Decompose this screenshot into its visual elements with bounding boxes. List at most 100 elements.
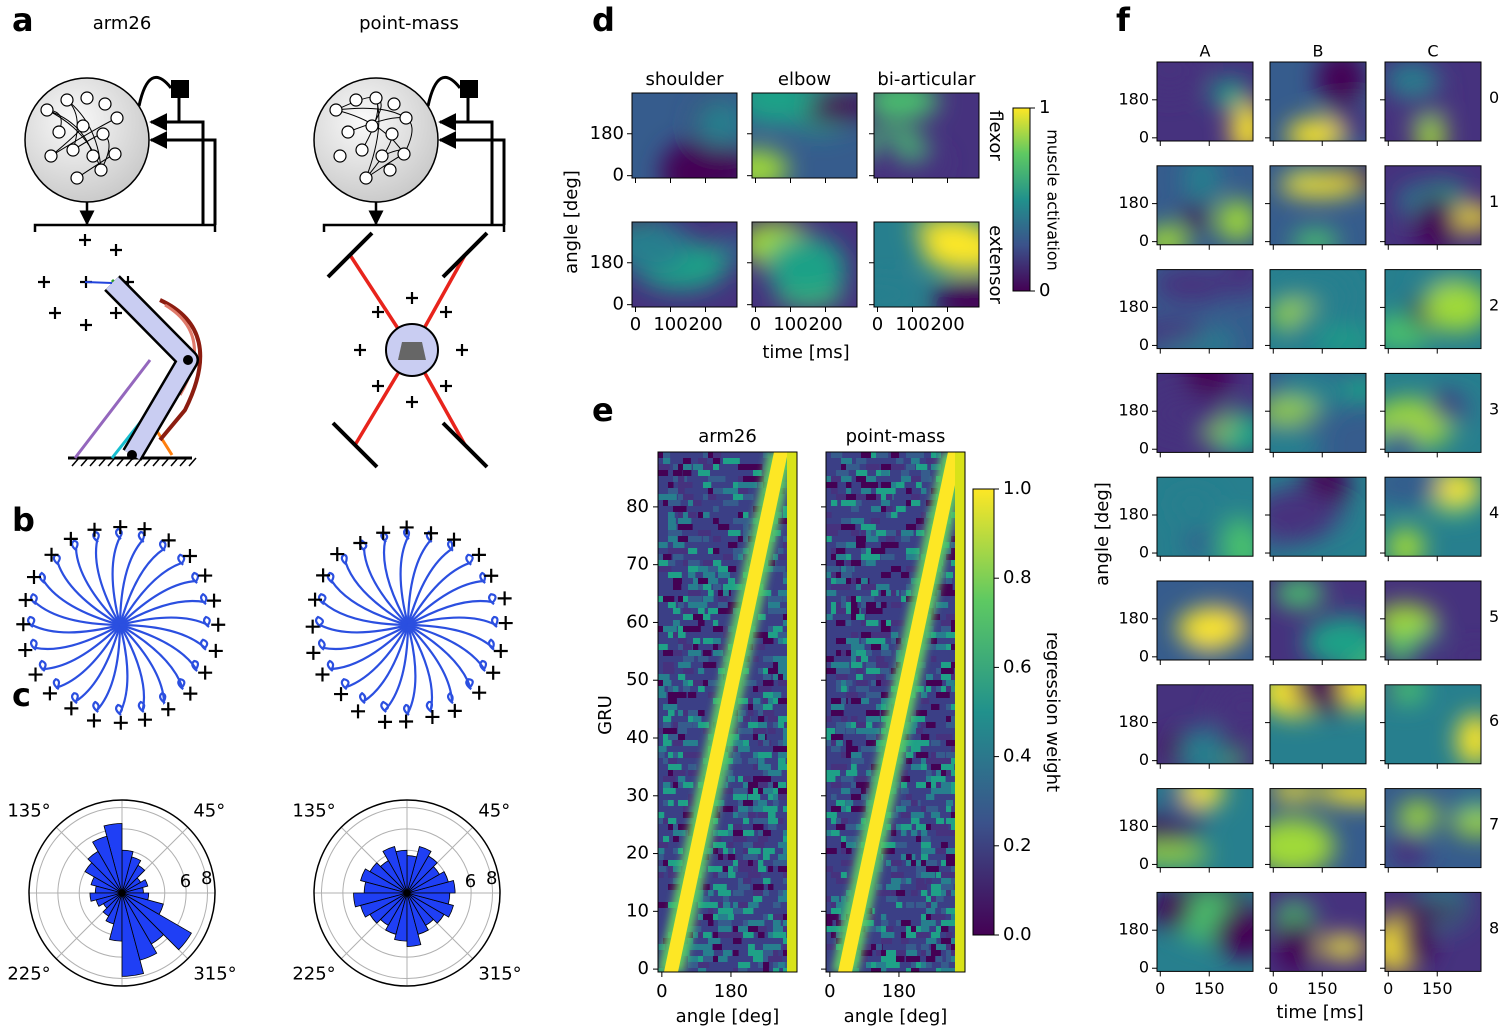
heatmap-blob [1157,269,1231,303]
heatmap-cell [846,638,860,644]
heatmap-cell [778,788,793,794]
heatmap-cell [896,890,906,896]
heatmap-cell [763,452,770,458]
heatmap-blob [1157,62,1203,97]
polar-bar [406,892,451,905]
heatmap-cell [881,464,896,470]
heatmap-cell [753,698,761,704]
heatmap-cell [936,818,945,824]
target-plus [315,667,330,682]
heatmap-cell [901,596,910,602]
heatmap-cell [941,968,956,972]
polar-bar [382,846,408,894]
heatmap-cell [911,746,921,752]
heatmap-cell [891,602,902,608]
heatmap-blob [1385,604,1436,637]
network-node [399,111,413,125]
heatmap-cell [753,920,765,926]
ground-hatch [89,457,98,467]
heatmap-cell [871,638,886,644]
heatmap-cell [846,620,852,626]
heatmap-cell [713,620,719,626]
heatmap-cell [778,854,787,860]
heatmap-cell [881,842,896,848]
heatmap-cell [743,494,754,500]
heatmap-cell [713,650,724,656]
heatmap-cell [678,476,685,482]
colorbar-label: regression weight [1042,632,1063,792]
heatmap-cell [733,830,747,836]
heatmap-cell [881,482,896,488]
heatmap-cell [851,632,859,638]
heatmap-frame [1269,269,1367,350]
heatmap-cell [851,608,860,614]
heatmap-image [1157,269,1253,349]
row-label: 5 [1489,607,1499,626]
heatmap-cell [861,578,868,584]
heatmap-cell [926,914,936,920]
heatmap-cell [946,908,959,914]
heatmap-cell [861,944,876,950]
heatmap-frame [1269,165,1367,246]
heatmap-cell [668,872,678,878]
heatmap-cell [683,626,696,632]
heatmap-blob [1391,684,1427,705]
heatmap-cell [738,866,753,872]
heatmap-cell [668,686,676,692]
heatmap-image [1157,62,1253,141]
network-node [108,147,122,161]
column-title: elbow [778,69,831,90]
heatmap-blobs [1270,373,1366,453]
heatmap-cell [733,806,740,812]
heatmap-blob [1315,329,1366,349]
heatmap-cell [738,476,744,482]
heatmap-frame [1156,61,1254,142]
heatmap-cell [881,710,890,716]
heatmap-cell [698,614,705,620]
heatmap-blob [874,283,918,306]
heatmap-cell [728,602,743,608]
heatmap-cell [851,602,858,608]
heatmap-cell [728,824,734,830]
x-tick-label: 180 [714,981,748,1002]
reach-trajectory [52,553,121,626]
heatmap-cell [891,482,900,488]
heatmap-cell [831,794,837,800]
target-plus [472,685,487,700]
target-plus [425,709,440,724]
heatmap-cell [851,578,861,584]
heatmap-cell [763,830,771,836]
heatmap-cell [728,584,743,590]
heatmap-cell [678,776,686,782]
heatmap-cell [678,674,686,680]
heatmap-cell [758,830,765,836]
heatmap-cell [733,746,740,752]
heatmap-cell [866,926,876,932]
y-tick-label: 180 [1118,297,1149,316]
heatmap-cell [826,512,832,518]
heatmap-cell [723,590,729,596]
heatmap-cell [896,902,903,908]
heatmap-cell [946,752,955,758]
angle-label: 225° [7,963,50,984]
heatmap-cell [881,704,889,710]
heatmap-cell [663,680,672,686]
heatmap-cell [663,758,670,764]
heatmap-cell [866,716,880,722]
heatmap-blob [1398,800,1439,831]
x-tick-label: 0 [750,314,761,335]
heatmap-cell [668,818,677,824]
ground-hatch [143,457,152,467]
heatmap-blobs [1170,492,1253,557]
heatmap-cell [758,932,765,938]
heatmap-cell [768,770,782,776]
heatmap-frame [657,451,798,973]
heatmap-cell [703,464,713,470]
heatmap-cell [906,758,912,764]
heatmap-cell [668,572,682,578]
heatmap-cell [886,884,896,890]
heatmap-cell [703,596,714,602]
heatmap-cell [758,860,764,866]
heatmap-cell [758,590,772,596]
